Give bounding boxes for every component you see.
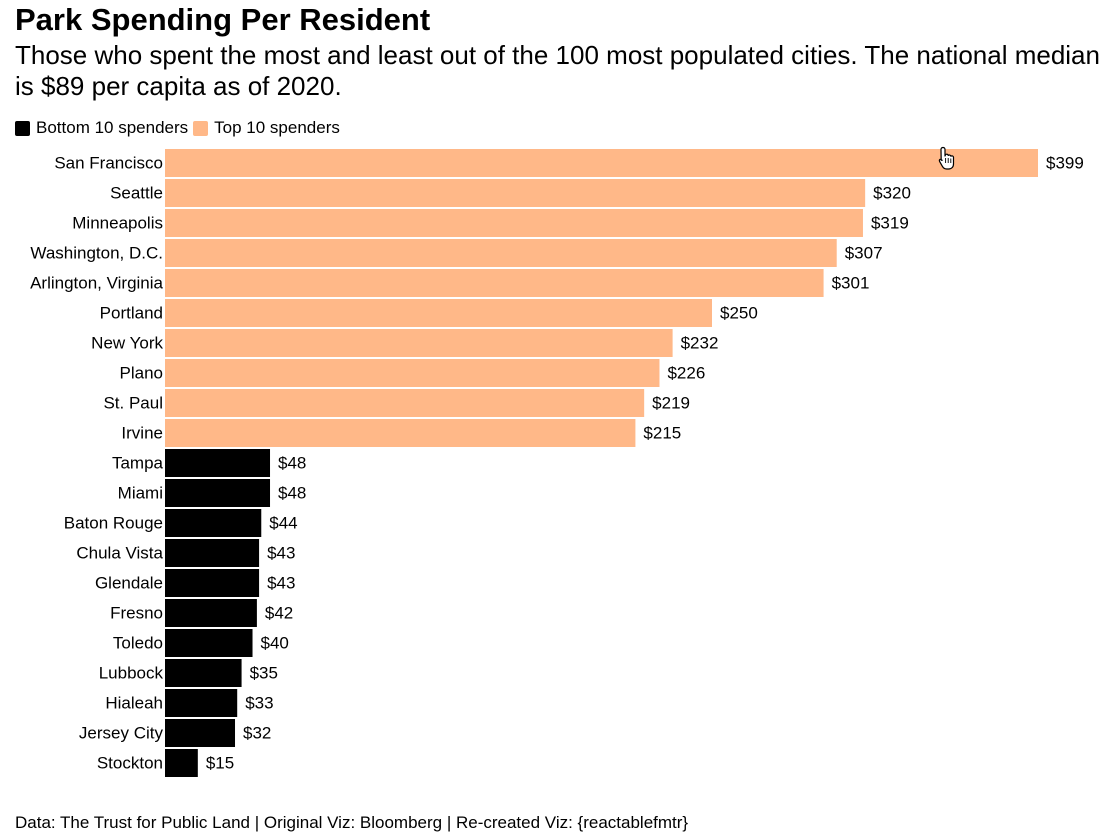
value-label: $250: [720, 304, 758, 323]
bar[interactable]: [165, 239, 837, 267]
bar-row[interactable]: Chula Vista $43: [76, 539, 295, 567]
value-label: $33: [245, 694, 273, 713]
bar-row[interactable]: Tampa $48: [112, 449, 306, 477]
value-label: $219: [652, 394, 690, 413]
bar-row[interactable]: Arlington, Virginia $301: [30, 269, 869, 297]
value-label: $301: [832, 274, 870, 293]
value-label: $42: [265, 604, 293, 623]
value-label: $15: [206, 754, 234, 773]
bar-row[interactable]: Irvine $215: [121, 419, 681, 447]
category-label: Lubbock: [99, 664, 164, 683]
chart-title: Park Spending Per Resident: [15, 2, 431, 37]
legend-item-bottom[interactable]: Bottom 10 spenders: [15, 118, 188, 138]
category-label: Hialeah: [105, 694, 163, 713]
bar[interactable]: [165, 479, 271, 507]
bar[interactable]: [165, 689, 238, 717]
category-label: St. Paul: [103, 394, 163, 413]
bar-row[interactable]: Jersey City $32: [79, 719, 271, 747]
bar[interactable]: [165, 389, 645, 417]
bar[interactable]: [165, 419, 636, 447]
value-label: $320: [873, 184, 911, 203]
category-label: Baton Rouge: [64, 514, 163, 533]
value-label: $48: [278, 484, 306, 503]
bar[interactable]: [165, 749, 198, 777]
bar[interactable]: [165, 269, 824, 297]
bar[interactable]: [165, 179, 866, 207]
bar-row[interactable]: Plano $226: [120, 359, 706, 387]
legend-label-top: Top 10 spenders: [214, 118, 340, 137]
category-label: Minneapolis: [72, 214, 163, 233]
bar[interactable]: [165, 209, 863, 237]
category-label: Jersey City: [79, 724, 164, 743]
category-label: San Francisco: [54, 154, 163, 173]
category-label: Irvine: [121, 424, 163, 443]
bar[interactable]: [165, 599, 257, 627]
bar-chart: San Francisco $399 Seattle $320 Minneapolis $…: [30, 149, 1084, 777]
bar-row[interactable]: Hialeah $33: [105, 689, 274, 717]
category-label: Chula Vista: [76, 544, 163, 563]
category-label: Fresno: [110, 604, 163, 623]
value-label: $215: [643, 424, 681, 443]
bar-row[interactable]: St. Paul $219: [103, 389, 690, 417]
bar-row[interactable]: Seattle $320: [110, 179, 911, 207]
bar-row[interactable]: Miami $48: [118, 479, 307, 507]
value-label: $232: [681, 334, 719, 353]
source-caption: Data: The Trust for Public Land | Origin…: [15, 813, 689, 832]
legend-item-top[interactable]: Top 10 spenders: [193, 118, 340, 138]
value-label: $319: [871, 214, 909, 233]
value-label: $32: [243, 724, 271, 743]
legend-swatch-top: [193, 120, 209, 136]
value-label: $40: [261, 634, 289, 653]
category-label: Washington, D.C.: [30, 244, 163, 263]
bar[interactable]: [165, 569, 260, 597]
value-label: $35: [250, 664, 278, 683]
category-label: Tampa: [112, 454, 164, 473]
bar-row[interactable]: Baton Rouge $44: [64, 509, 298, 537]
bar-row[interactable]: Stockton $15: [97, 749, 234, 777]
bar[interactable]: [165, 509, 262, 537]
category-label: Toledo: [113, 634, 163, 653]
chart-subtitle: Those who spent the most and least out o…: [15, 40, 1100, 101]
value-label: $44: [269, 514, 297, 533]
bar[interactable]: [165, 719, 236, 747]
category-label: Portland: [100, 304, 163, 323]
category-label: Glendale: [95, 574, 163, 593]
bar[interactable]: [165, 149, 1038, 177]
value-label: $43: [267, 544, 295, 563]
bar[interactable]: [165, 299, 712, 327]
value-label: $307: [845, 244, 883, 263]
category-label: Stockton: [97, 754, 163, 773]
bar[interactable]: [165, 659, 242, 687]
bar-row[interactable]: Washington, D.C. $307: [30, 239, 883, 267]
category-label: Miami: [118, 484, 163, 503]
legend: Bottom 10 spenders Top 10 spenders: [15, 117, 345, 139]
bar-row[interactable]: Portland $250: [100, 299, 758, 327]
category-label: New York: [91, 334, 163, 353]
value-label: $399: [1046, 154, 1084, 173]
bar[interactable]: [165, 449, 271, 477]
bar-row[interactable]: Glendale $43: [95, 569, 296, 597]
hand-pointer-icon: [938, 146, 955, 170]
bar[interactable]: [165, 629, 253, 657]
bar-row[interactable]: Toledo $40: [113, 629, 289, 657]
bar[interactable]: [165, 359, 660, 387]
value-label: $43: [267, 574, 295, 593]
legend-label-bottom: Bottom 10 spenders: [36, 118, 189, 137]
legend-swatch-bottom: [15, 120, 30, 136]
bar[interactable]: [165, 329, 673, 357]
bar-row[interactable]: Lubbock $35: [99, 659, 278, 687]
bar-row[interactable]: New York $232: [91, 329, 718, 357]
bar-row[interactable]: Minneapolis $319: [72, 209, 909, 237]
bar-row[interactable]: Fresno $42: [110, 599, 293, 627]
category-label: Plano: [120, 364, 163, 383]
category-label: Seattle: [110, 184, 163, 203]
value-label: $226: [667, 364, 705, 383]
bar[interactable]: [165, 539, 260, 567]
value-label: $48: [278, 454, 306, 473]
category-label: Arlington, Virginia: [30, 274, 163, 293]
bar-row[interactable]: San Francisco $399: [54, 149, 1084, 177]
